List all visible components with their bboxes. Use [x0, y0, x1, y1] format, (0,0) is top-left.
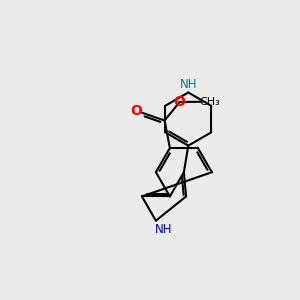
Text: NH: NH [179, 78, 197, 91]
Text: O: O [130, 103, 142, 118]
Text: NH: NH [154, 223, 172, 236]
Text: CH₃: CH₃ [200, 97, 220, 106]
Text: O: O [174, 95, 185, 109]
